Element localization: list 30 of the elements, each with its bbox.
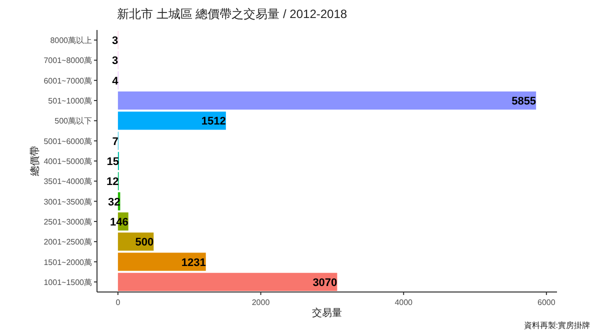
x-tick-label: 0 — [116, 298, 121, 307]
data-label: 3 — [112, 55, 118, 68]
y-tick-label: 500萬以下 — [54, 116, 92, 126]
y-tick-label: 1501~2000萬 — [44, 258, 92, 267]
data-label: 3 — [112, 35, 118, 48]
text: 資料再製:實房掛牌 — [524, 321, 590, 330]
y-tick-label: 2001~2500萬 — [44, 238, 92, 247]
data-label: 1231 — [181, 256, 206, 269]
x-axis-title: 交易量 — [312, 307, 342, 319]
x-tick-label: 4000 — [394, 298, 414, 307]
y-tick-label: 4001~5000萬 — [44, 157, 92, 166]
y-tick-label: 1001~1500萬 — [44, 278, 92, 287]
data-label: 500 — [135, 236, 154, 249]
data-label: 1512 — [201, 116, 226, 128]
data-label: 4 — [112, 75, 120, 88]
data-label: 7 — [112, 136, 118, 148]
y-tick-label: 5001~6000萬 — [44, 136, 92, 146]
y-tick-label: 3501~4000萬 — [44, 177, 92, 186]
y-tick-label: 6001~7000萬 — [44, 76, 92, 86]
chart-title: 新北市 土城區 總價帶之交易量 / 2012-2018 — [117, 7, 348, 21]
y-tick-label: 501~1000萬 — [48, 96, 92, 106]
y-axis-title: 總價帶 — [29, 146, 41, 177]
data-label: 5855 — [512, 96, 536, 108]
x-tick-label: 2000 — [252, 298, 270, 307]
y-tick-label: 7001~8000萬 — [44, 56, 92, 66]
y-tick-label: 3001~3500萬 — [44, 197, 92, 206]
data-label: 3070 — [312, 276, 338, 289]
y-tick-label: 8000萬以上 — [50, 36, 92, 46]
y-tick-label: 2501~3000萬 — [44, 217, 92, 226]
x-tick-label: 6000 — [538, 298, 556, 307]
